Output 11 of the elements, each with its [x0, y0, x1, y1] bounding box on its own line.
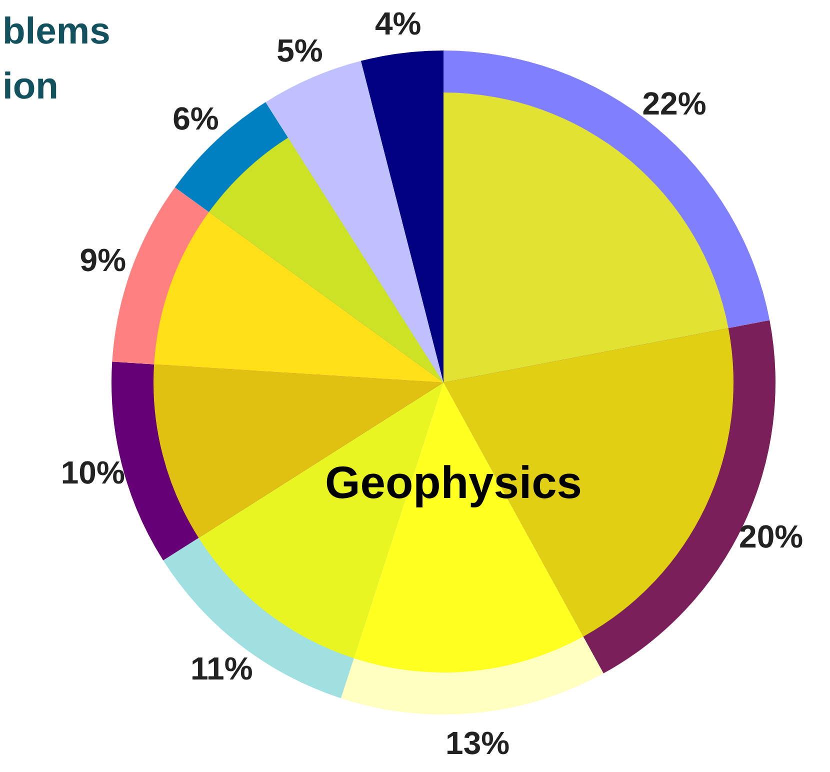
data-label: 11% [190, 650, 253, 687]
data-label: 9% [80, 242, 126, 278]
data-label: 13% [446, 724, 510, 761]
data-label: 20% [739, 518, 804, 555]
data-label: 5% [276, 32, 323, 68]
data-label: 22% [642, 86, 706, 122]
data-label: 10% [60, 454, 125, 491]
data-label: 4% [375, 5, 422, 42]
data-label: 6% [172, 100, 219, 137]
text: Geophysics [325, 457, 582, 508]
text: blems ion [2, 10, 110, 106]
